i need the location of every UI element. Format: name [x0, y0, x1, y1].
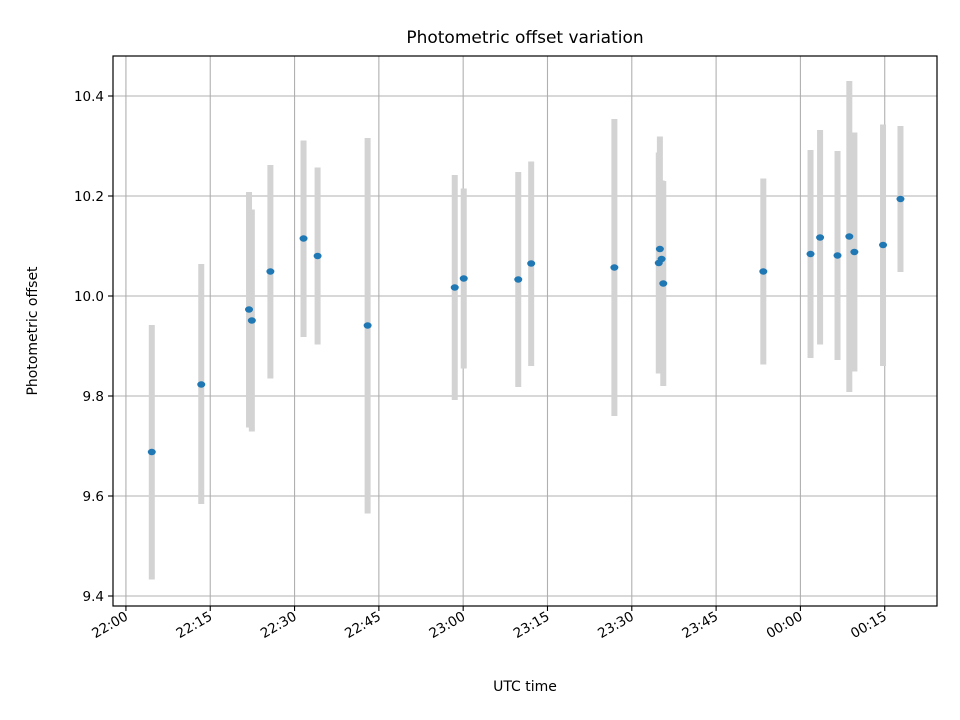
y-axis-label: Photometric offset: [25, 266, 41, 396]
data-point: [197, 381, 206, 388]
data-point: [527, 260, 536, 267]
data-point: [759, 268, 768, 275]
data-points: [147, 195, 905, 456]
axes-frame: [112, 55, 938, 607]
y-tick-label: 9.6: [83, 489, 104, 505]
data-point: [313, 252, 322, 260]
data-point: [845, 233, 854, 240]
data-point: [816, 234, 825, 241]
data-point: [896, 195, 905, 203]
y-tick-label: 10.2: [74, 189, 104, 205]
chart-title: Photometric offset variation: [406, 28, 643, 48]
data-point: [610, 264, 619, 271]
data-point: [147, 448, 156, 456]
y-tick-label: 9.4: [83, 589, 104, 605]
data-point: [850, 248, 859, 256]
y-tick-label: 10.0: [74, 289, 104, 305]
data-point: [450, 284, 459, 291]
y-tick-label: 10.4: [74, 89, 104, 105]
data-point: [247, 317, 256, 324]
data-point: [266, 268, 275, 275]
data-point: [657, 255, 666, 263]
x-axis-label: UTC time: [493, 679, 557, 695]
data-point: [833, 252, 842, 259]
data-point: [459, 275, 468, 282]
data-point: [655, 245, 664, 253]
y-tick-label: 9.8: [83, 389, 104, 405]
data-point: [363, 322, 372, 329]
data-point: [514, 276, 523, 283]
data-point: [299, 235, 308, 242]
data-point: [245, 306, 254, 313]
data-point: [659, 280, 668, 287]
data-point: [879, 241, 888, 249]
data-point: [806, 250, 815, 258]
